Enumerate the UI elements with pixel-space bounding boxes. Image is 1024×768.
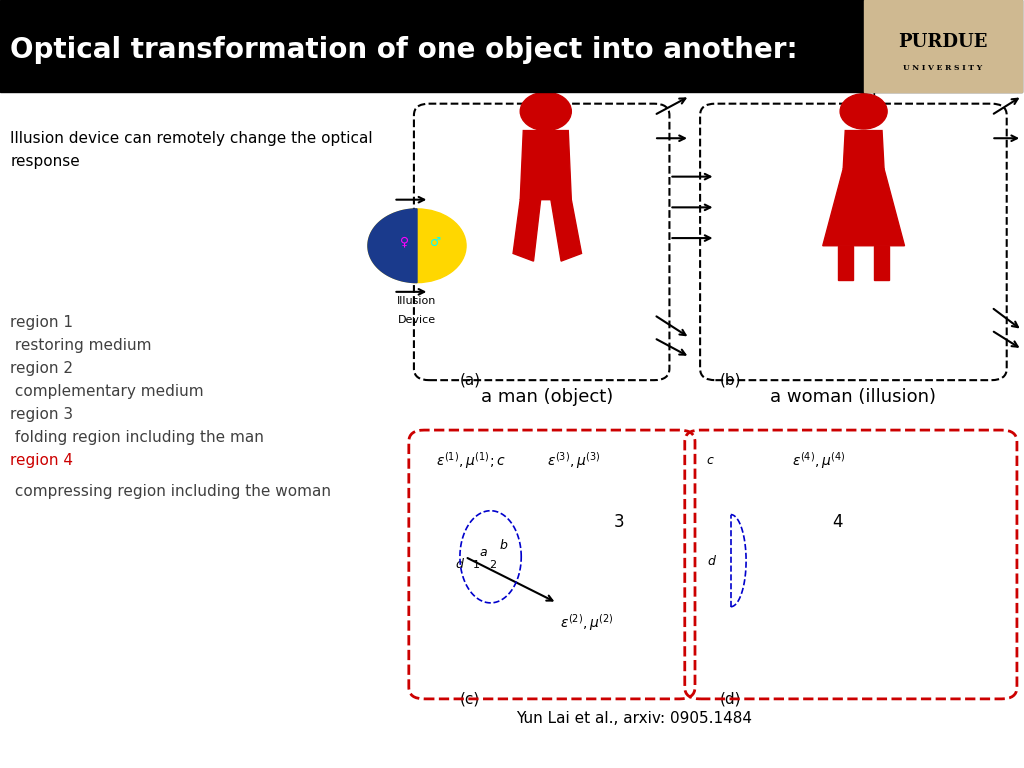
Text: compressing region including the woman: compressing region including the woman xyxy=(10,484,331,499)
Text: $1$: $1$ xyxy=(472,558,480,571)
Text: Illusion device can remotely change the optical: Illusion device can remotely change the … xyxy=(10,131,373,146)
Text: $b$: $b$ xyxy=(499,538,509,552)
Text: Illusion: Illusion xyxy=(397,296,436,306)
Circle shape xyxy=(520,92,571,131)
Text: PURDUE: PURDUE xyxy=(898,33,987,51)
Polygon shape xyxy=(513,200,541,261)
Polygon shape xyxy=(822,169,904,246)
Text: (b): (b) xyxy=(720,372,741,388)
Text: $a$: $a$ xyxy=(479,547,487,559)
Text: folding region including the man: folding region including the man xyxy=(10,430,264,445)
Text: $\varepsilon^{(3)},\mu^{(3)}$: $\varepsilon^{(3)},\mu^{(3)}$ xyxy=(547,450,601,472)
Text: Optical transformation of one object into another:: Optical transformation of one object int… xyxy=(10,36,798,64)
Polygon shape xyxy=(843,131,884,169)
Text: $d$: $d$ xyxy=(708,554,718,568)
Text: $c$: $c$ xyxy=(706,455,715,467)
Text: region 1: region 1 xyxy=(10,315,74,330)
Text: $\varepsilon^{(1)},\mu^{(1)};c$: $\varepsilon^{(1)},\mu^{(1)};c$ xyxy=(436,450,506,472)
Polygon shape xyxy=(551,200,582,261)
Bar xyxy=(0,0,1022,92)
Text: ♀: ♀ xyxy=(400,236,410,248)
Circle shape xyxy=(368,209,466,283)
Text: $3$: $3$ xyxy=(612,513,624,531)
Text: $d$: $d$ xyxy=(455,558,465,571)
Text: U N I V E R S I T Y: U N I V E R S I T Y xyxy=(903,64,982,71)
Text: a woman (illusion): a woman (illusion) xyxy=(770,388,936,406)
Text: region 2: region 2 xyxy=(10,361,74,376)
Text: restoring medium: restoring medium xyxy=(10,338,152,353)
Text: Illusion Space: Illusion Space xyxy=(792,78,915,96)
Text: $4$: $4$ xyxy=(833,513,844,531)
Bar xyxy=(863,0,1022,92)
Text: (d): (d) xyxy=(720,691,741,707)
Text: Real Space: Real Space xyxy=(492,78,592,96)
Text: $2$: $2$ xyxy=(488,558,497,571)
Text: $\varepsilon^{(2)},\mu^{(2)}$: $\varepsilon^{(2)},\mu^{(2)}$ xyxy=(560,611,613,633)
Text: ♂: ♂ xyxy=(430,236,441,248)
Text: $\varepsilon^{(4)},\mu^{(4)}$: $\varepsilon^{(4)},\mu^{(4)}$ xyxy=(793,450,846,472)
Text: region 3: region 3 xyxy=(10,407,74,422)
Text: response: response xyxy=(10,154,80,169)
Text: Device: Device xyxy=(398,315,436,325)
Text: (c): (c) xyxy=(460,691,480,707)
Text: region 4: region 4 xyxy=(10,453,74,468)
Polygon shape xyxy=(873,246,889,280)
Text: complementary medium: complementary medium xyxy=(10,384,204,399)
Circle shape xyxy=(840,94,887,129)
Polygon shape xyxy=(368,209,417,283)
Polygon shape xyxy=(520,131,571,200)
Text: Yun Lai et al., arxiv: 0905.1484: Yun Lai et al., arxiv: 0905.1484 xyxy=(516,710,752,726)
Text: a man (object): a man (object) xyxy=(480,388,613,406)
Text: (a): (a) xyxy=(460,372,480,388)
Polygon shape xyxy=(838,246,853,280)
